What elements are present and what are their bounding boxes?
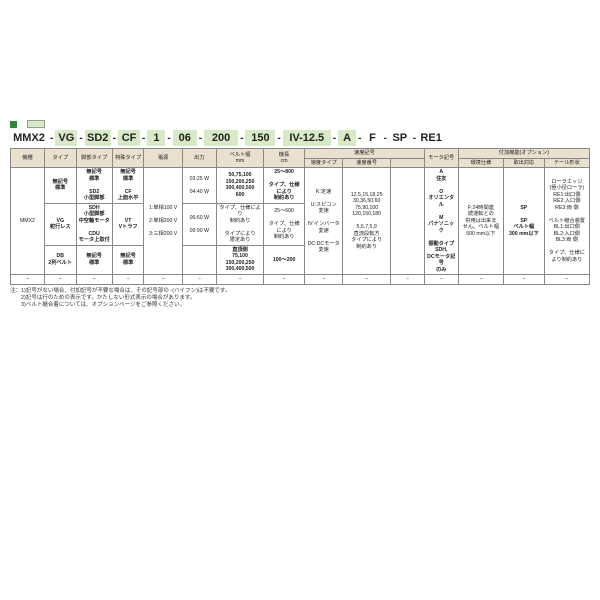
title-marker (10, 121, 17, 128)
cell (182, 245, 216, 274)
cell: − (264, 275, 305, 285)
model-separator: - (331, 133, 338, 144)
footnote-line: 3)ベルト継合着については、オプションページをご参照ください。 (10, 302, 590, 309)
col-header: ベルト幅mm (216, 149, 263, 168)
cell: − (458, 275, 503, 285)
model-segment: A (338, 130, 356, 146)
cell: − (11, 275, 45, 285)
legend-swatch (27, 120, 45, 128)
cell: − (390, 275, 424, 285)
col-header: 特殊タイプ (112, 149, 144, 168)
cell: − (182, 275, 216, 285)
model-segment: MMX2 (10, 130, 48, 146)
cell: 無記号標準SD2小型脚部 (76, 168, 112, 204)
model-separator: - (165, 133, 172, 144)
cell: − (76, 275, 112, 285)
footnote-line: 2)記号は行のための表示です。かたしない形式表示の場合があります。 (10, 295, 590, 302)
col-header: 出力 (182, 149, 216, 168)
cell: DB2列ベルト (44, 245, 76, 274)
table-row: MMX2無記号標準無記号標準SD2小型脚部無記号標準CF上面水平1:単相100 … (11, 168, 590, 204)
model-segment: 150 (245, 130, 275, 146)
model-segment: 06 (173, 130, 197, 146)
col-subheader: 環境仕様 (458, 158, 503, 168)
model-separator: - (356, 133, 363, 144)
cell: − (503, 275, 544, 285)
model-code-row: MMX2-VG-SD2-CF-1-06-200-150-IV-12.5-A-F-… (10, 130, 590, 146)
model-segment: F (363, 130, 381, 146)
model-segment: RE1 (418, 130, 444, 146)
cell: 25〜600タイプ、仕様により制約あり (264, 203, 305, 245)
footnote-line: 注：1)記号がない場合、付加記号が不要な場合は、その記号部の -(ハイフン)は不… (10, 288, 590, 295)
table-header-row: 機種タイプ脚部タイプ特殊タイプ電源出力ベルト幅mm機長cm速度記号モータ記号付加… (11, 149, 590, 159)
cell: SPSPベルト幅300 mm以下 (503, 168, 544, 275)
col-subheader: 速度番号 (343, 158, 390, 168)
cell: ローラエッジ(極小径ローラ)RE1:出口側RE2:入口側RE3:両 側ベルト継合… (544, 168, 589, 275)
cell: − (304, 275, 342, 285)
cell: − (424, 275, 458, 285)
col-subheader: 速度タイプ (304, 158, 342, 168)
cell: 無記号標準 (44, 168, 76, 204)
model-separator: - (275, 133, 282, 144)
model-separator: - (238, 133, 245, 144)
footnotes: 注：1)記号がない場合、付加記号が不要な場合は、その記号部の -(ハイフン)は不… (10, 288, 590, 309)
cell: − (216, 275, 263, 285)
cell: VG蛇行レス (44, 203, 76, 245)
col-header: 脚部タイプ (76, 149, 112, 168)
model-separator: - (140, 133, 147, 144)
cell: MMX2 (11, 168, 45, 275)
model-separator: - (77, 133, 84, 144)
col-subheader: テール形状 (544, 158, 589, 168)
col-header: タイプ (44, 149, 76, 168)
cell: − (112, 275, 144, 285)
table-row: −−−−−−−−−−−−−−− (11, 275, 590, 285)
model-separator: - (381, 133, 388, 144)
model-segment: IV-12.5 (283, 130, 331, 146)
col-subheader: 取出対応 (503, 158, 544, 168)
model-separator: - (411, 133, 418, 144)
model-segment: 1 (147, 130, 165, 146)
col-header: モータ記号 (424, 149, 458, 168)
col-header: 付加機能(オプション) (458, 149, 589, 159)
cell: − (343, 275, 390, 285)
col-header: 機種 (11, 149, 45, 168)
model-segment: 200 (204, 130, 238, 146)
model-separator: - (197, 133, 204, 144)
model-segment: VG (55, 130, 77, 146)
cell: 12.5,15,18,2530,36,50,6075,90,100120,150… (343, 168, 390, 275)
cell: タイプ、仕様により制約ありタイプにより限定あり (216, 203, 263, 245)
cell: SDH小型脚部中空軸モータCDUモータ上取付 (76, 203, 112, 245)
cell: 03:25 W04:40 W (182, 168, 216, 204)
cell: 無記号標準 (76, 245, 112, 274)
cell: 1:単相100 V2:単相200 V3:三相200 V (144, 168, 182, 275)
cell: 25〜800タイプ、仕様により制約あり (264, 168, 305, 204)
model-separator: - (111, 133, 118, 144)
col-header: 機長cm (264, 149, 305, 168)
spec-table: 機種タイプ脚部タイプ特殊タイプ電源出力ベルト幅mm機長cm速度記号モータ記号付加… (10, 148, 590, 285)
cell: F:24時間連続運転との併用は出来ません。ベルト幅500 mm以下 (458, 168, 503, 275)
model-segment: SD2 (85, 130, 111, 146)
cell: VTVトラフ (112, 203, 144, 245)
cell: − (44, 275, 76, 285)
cell: A住友OオリエンタルMパナソニック振動タイプSDH,DCモータ記号のみ (424, 168, 458, 275)
cell: 無記号標準CF上面水平 (112, 168, 144, 204)
col-header: 電源 (144, 149, 182, 168)
cell: − (544, 275, 589, 285)
section-title (10, 120, 590, 128)
cell: 50,75,100150,200,250300,400,500600 (216, 168, 263, 204)
col-subheader (390, 158, 424, 168)
model-segment: CF (118, 130, 140, 146)
cell: K:定速U:スピコン変速IV:インバータ変速DC:DCモータ変速 (304, 168, 342, 275)
cell: − (144, 275, 182, 285)
cell: 06:60 W09:90 W (182, 203, 216, 245)
cell: 直頂側75,100150,200,250300,400,500 (216, 245, 263, 274)
cell (390, 168, 424, 275)
model-separator: - (48, 133, 55, 144)
cell: 無記号標準 (112, 245, 144, 274)
col-header: 速度記号 (304, 149, 424, 159)
model-segment: SP (389, 130, 411, 146)
cell: 100〜200 (264, 245, 305, 274)
